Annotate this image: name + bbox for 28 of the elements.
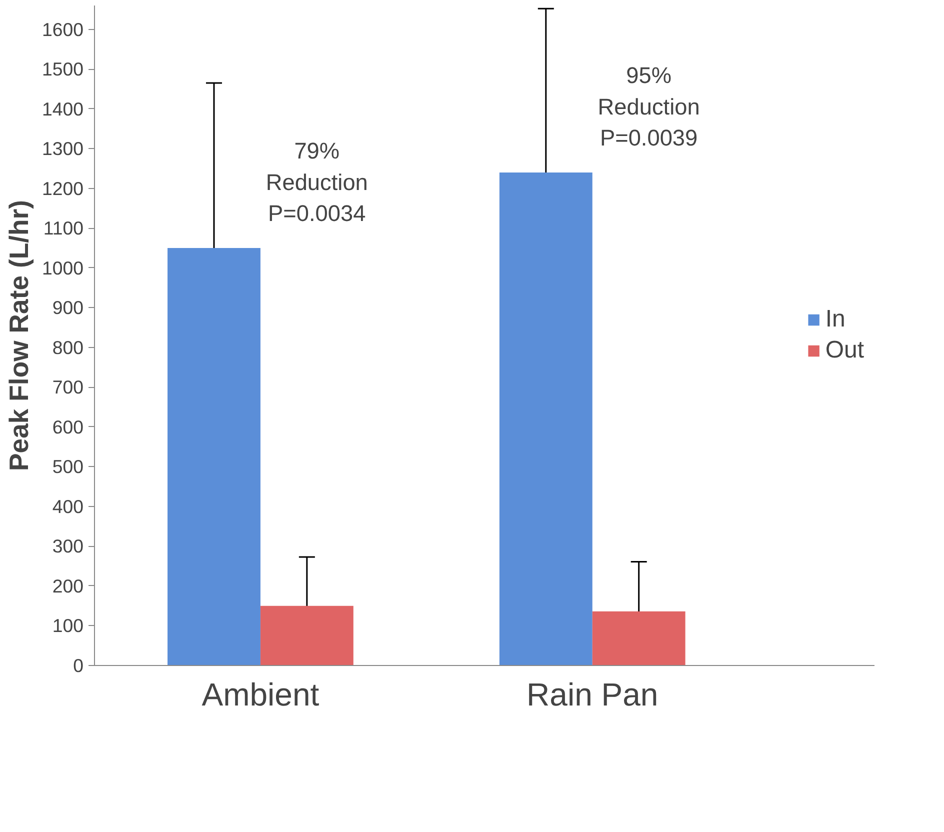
y-tick-label: 100 [52,615,84,636]
y-tick-label: 800 [52,336,84,358]
y-tick-label: 700 [52,376,84,398]
annotation: 95% Reduction P=0.0039 [598,62,700,150]
y-tick-label: 1400 [42,98,84,120]
x-tick-label: Rain Pan [526,676,658,712]
y-tick-label: 900 [52,297,84,318]
bar [592,611,686,666]
y-tick-label: 1200 [42,178,84,199]
x-tick-label: Ambient [202,676,320,712]
y-tick-label: 1300 [42,138,84,160]
y-tick-label: 1000 [42,257,84,278]
y-tick-label: 1600 [42,18,84,40]
y-tick-label: 600 [52,416,84,438]
y-tick-label: 1100 [43,218,84,239]
y-tick-label: 500 [52,456,84,478]
bar [499,172,592,666]
y-tick-label: 400 [52,496,84,517]
annotation: 79% Reduction P=0.0034 [266,138,368,226]
bar [168,248,260,666]
legend-label: In [825,306,846,334]
y-tick-label: 0 [73,655,84,676]
y-tick-label: 1500 [42,58,84,80]
y-axis-title: Peak Flow Rate (L/hr) [4,200,34,472]
legend-label: Out [825,336,864,364]
y-tick-label: 200 [52,575,84,596]
y-tick-label: 300 [52,536,84,557]
bar [260,606,354,666]
